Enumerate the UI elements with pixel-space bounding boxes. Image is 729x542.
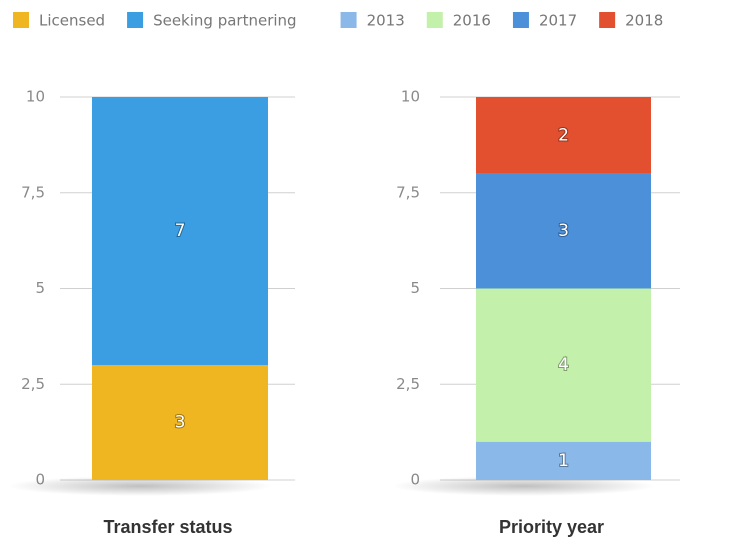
legend-label: 2016	[453, 12, 491, 30]
data-label: 7	[175, 221, 186, 241]
y-tick-label: 7,5	[21, 183, 45, 201]
data-label: 2	[558, 125, 569, 145]
bar-segment	[92, 365, 268, 480]
legend-swatch	[599, 12, 616, 28]
legend-label: 2018	[625, 12, 663, 30]
y-tick-label: 10	[401, 88, 420, 106]
y-tick-label: 10	[26, 88, 45, 106]
y-tick-label: 7,5	[396, 183, 420, 201]
y-tick-label: 5	[35, 279, 45, 297]
data-label: 3	[558, 221, 569, 241]
legend-swatch	[127, 12, 144, 28]
x-axis-label: Transfer status	[103, 517, 232, 537]
y-tick-label: 2,5	[21, 375, 45, 393]
legend-swatch	[512, 12, 529, 28]
bar-segment	[476, 288, 651, 442]
data-label: 3	[175, 413, 186, 433]
legend-swatch	[426, 12, 443, 28]
y-tick-label: 2,5	[396, 375, 420, 393]
data-label: 4	[558, 355, 569, 375]
y-tick-label: 0	[410, 471, 420, 489]
legend-label: 2013	[367, 12, 405, 30]
legend-swatch	[13, 12, 29, 28]
bar-segment	[476, 441, 651, 480]
data-label: 1	[558, 451, 569, 471]
legend-label: Licensed	[39, 12, 105, 30]
bar-segment	[92, 97, 268, 366]
x-axis-label: Priority year	[499, 517, 604, 537]
legend-label: Seeking partnering	[153, 12, 297, 30]
bar-segment	[476, 173, 651, 289]
bar-segment	[476, 97, 651, 174]
bar-shadow	[8, 476, 272, 496]
legend-swatch	[340, 12, 357, 28]
legend-label: 2017	[539, 12, 577, 30]
bar-shadow	[392, 476, 655, 496]
y-tick-label: 5	[410, 279, 420, 297]
